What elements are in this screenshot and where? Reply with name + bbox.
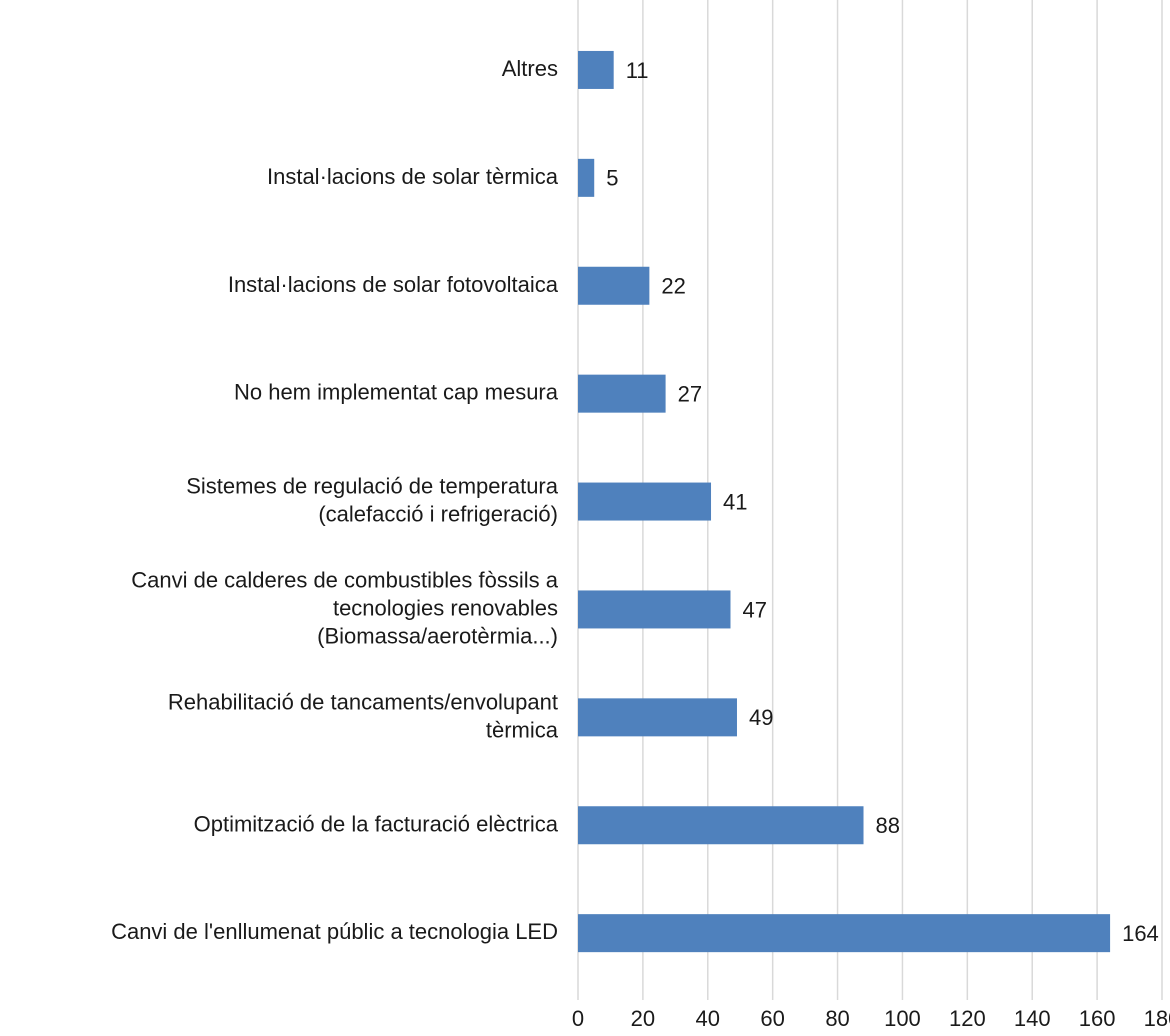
bar [578, 158, 595, 197]
y-tick-label: Rehabilitació de tancaments/envolupant tè… [168, 689, 559, 742]
value-label: 22 [661, 274, 685, 299]
value-label: 49 [749, 705, 773, 730]
bar [578, 914, 1111, 953]
bar [578, 590, 731, 629]
value-label: 11 [626, 58, 649, 83]
value-label: 88 [876, 813, 900, 838]
x-tick-label: 100 [884, 1006, 921, 1031]
bar [578, 266, 650, 305]
y-tick-label: Instal·lacions de solar fotovoltaica [228, 272, 559, 297]
bar [578, 698, 737, 737]
value-label: 27 [678, 381, 702, 406]
y-tick-label: Canvi de l'enllumenat públic a tecnologi… [111, 919, 558, 944]
y-tick-label: Sistemes de regulació de temperatura (cal… [186, 473, 559, 526]
value-label: 164 [1122, 921, 1159, 946]
bar [578, 374, 666, 413]
x-tick-label: 140 [1014, 1006, 1051, 1031]
y-tick-label: Canvi de calderes de combustibles fòssil… [131, 567, 559, 648]
y-tick-label: Optimització de la facturació elèctrica [194, 811, 559, 836]
bar [578, 806, 864, 845]
x-tick-label: 120 [949, 1006, 986, 1031]
y-tick-label: No hem implementat cap mesura [234, 379, 559, 404]
x-tick-label: 40 [696, 1006, 720, 1031]
y-tick-label: Instal·lacions de solar tèrmica [267, 164, 559, 189]
value-label: 41 [723, 489, 747, 514]
x-tick-label: 60 [760, 1006, 784, 1031]
x-tick-label: 180 [1144, 1006, 1170, 1031]
x-tick-label: 0 [572, 1006, 584, 1031]
value-label: 47 [742, 597, 766, 622]
y-tick-label: Altres [502, 56, 558, 81]
x-tick-label: 20 [631, 1006, 655, 1031]
x-tick-label: 160 [1079, 1006, 1116, 1031]
bar [578, 50, 614, 89]
bar [578, 482, 712, 521]
x-tick-label: 80 [825, 1006, 849, 1031]
value-label: 5 [606, 166, 618, 191]
